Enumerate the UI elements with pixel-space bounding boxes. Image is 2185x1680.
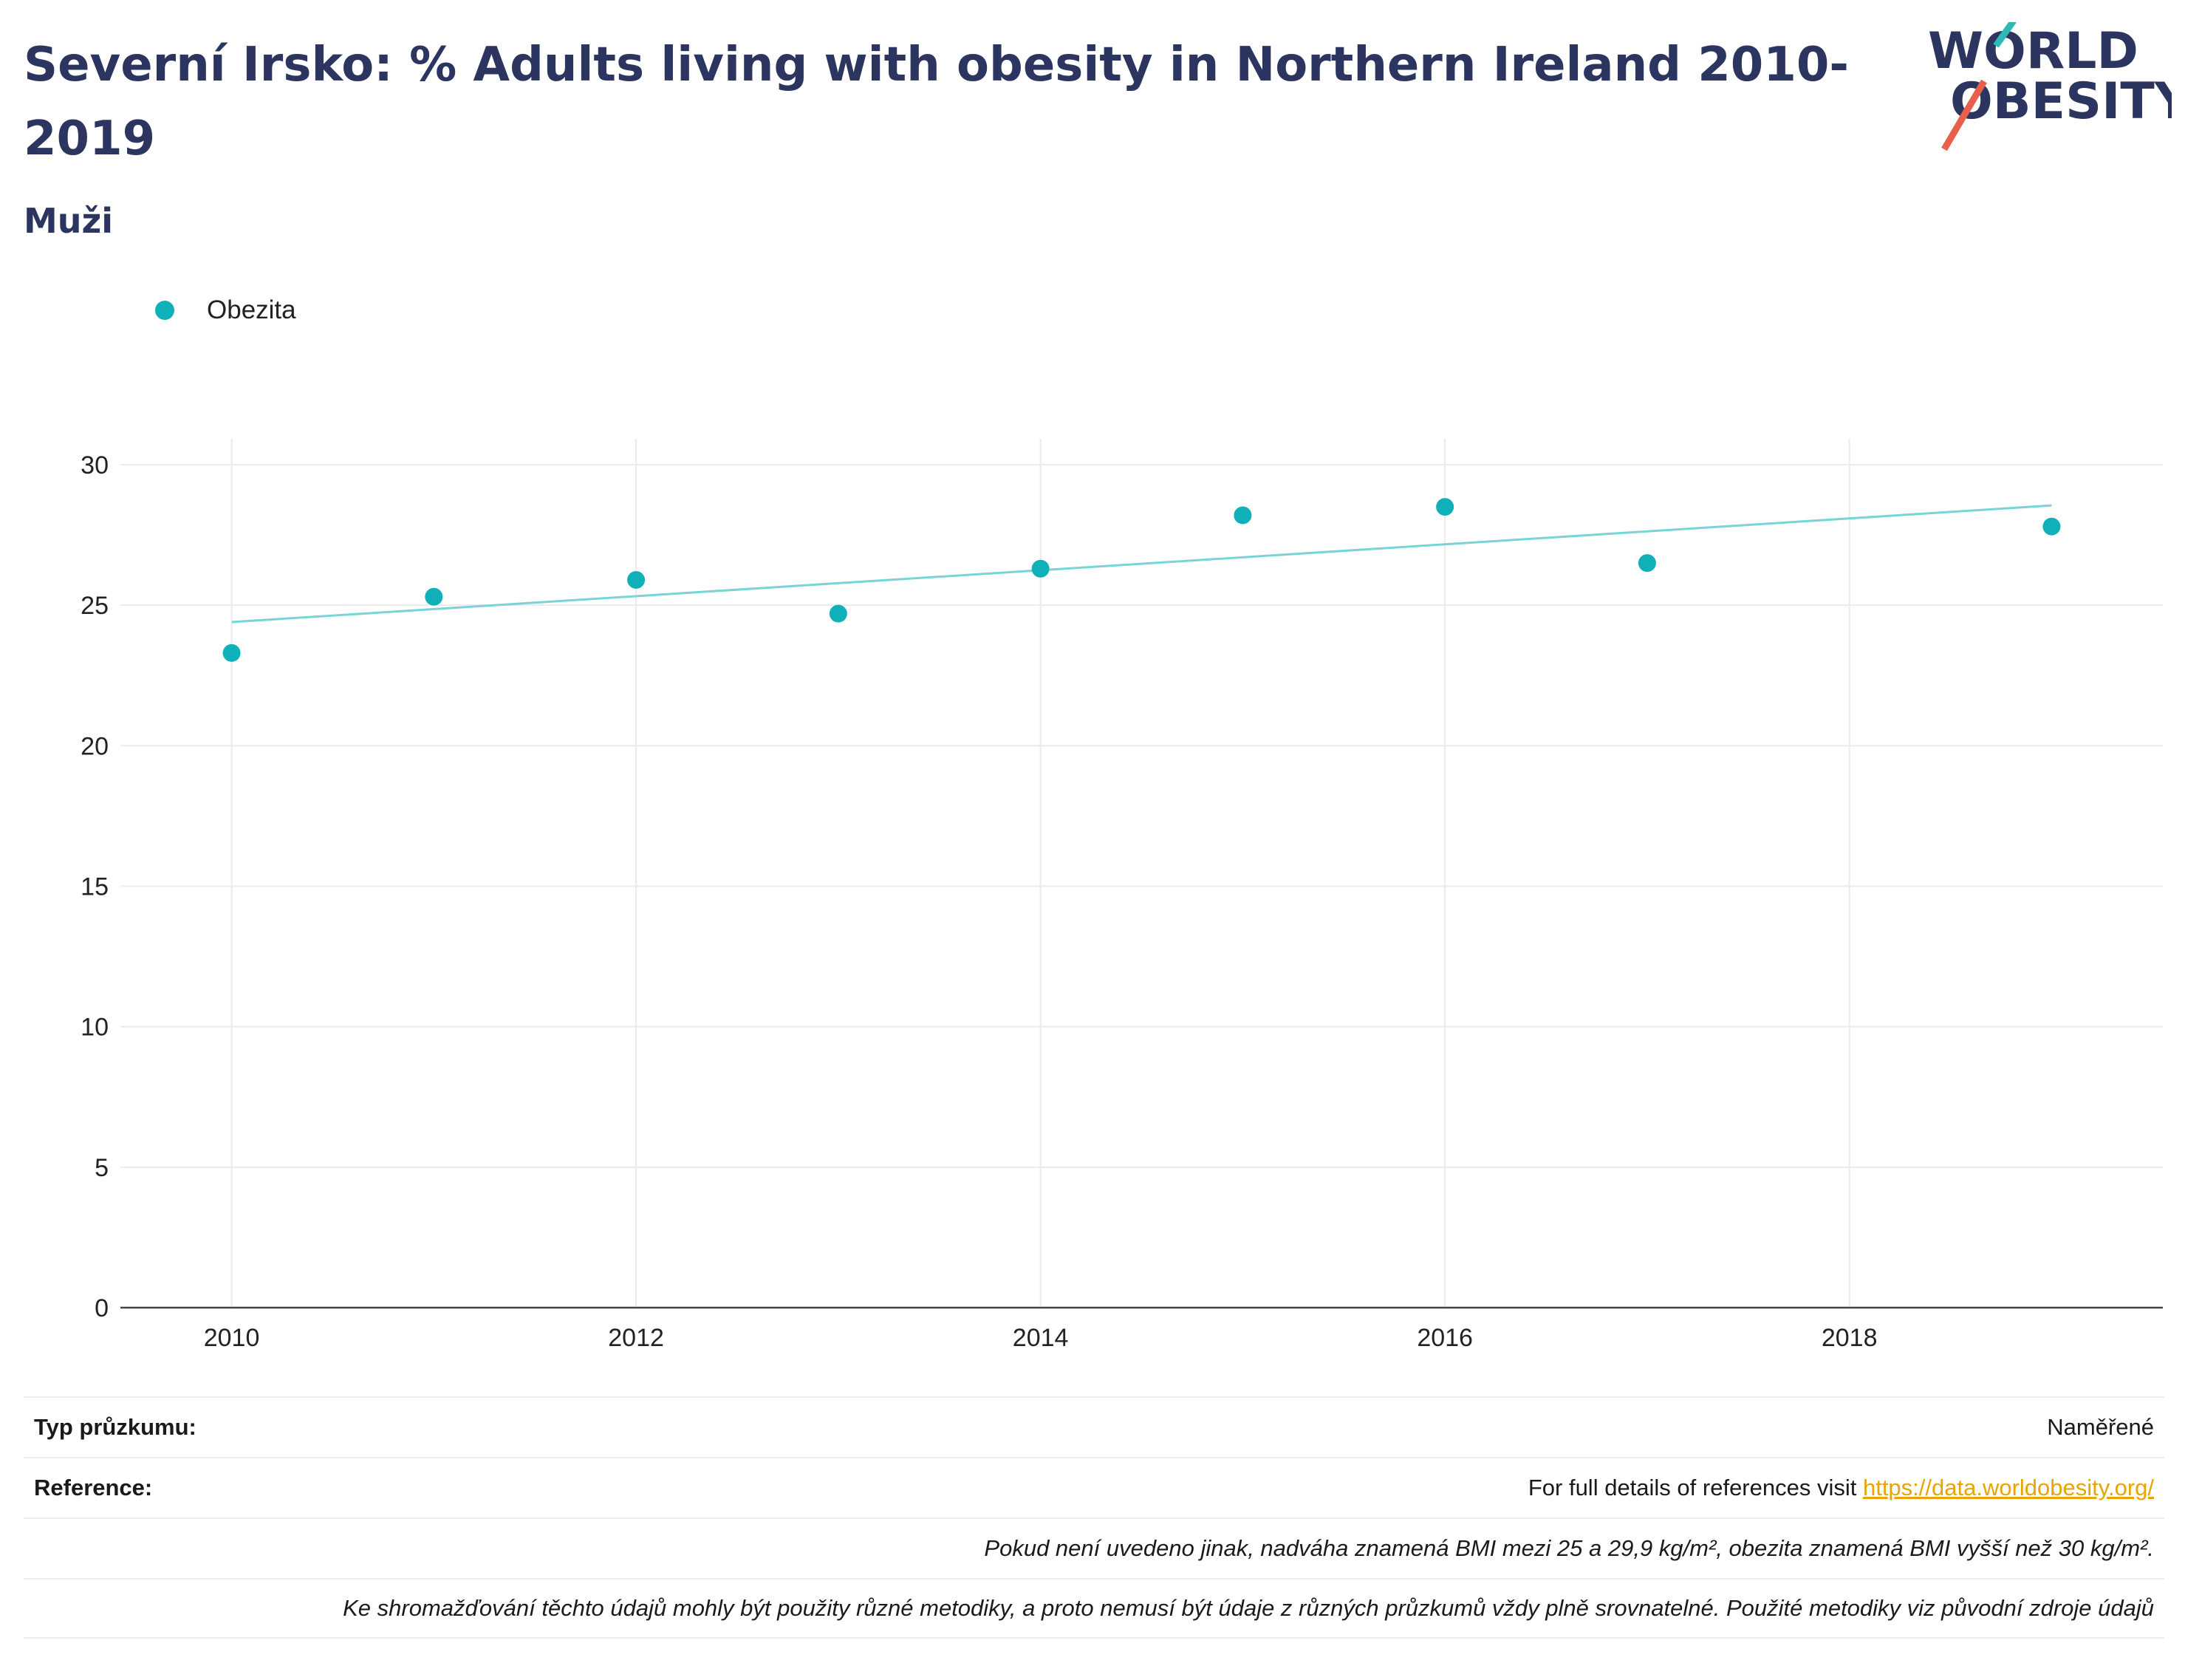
y-tick-label: 25 — [81, 592, 109, 620]
y-tick-label: 5 — [95, 1154, 109, 1182]
chart-legend: Obezita — [155, 296, 296, 325]
survey-type-label: Typ průzkumu: — [34, 1414, 196, 1440]
data-point — [425, 587, 443, 606]
bmi-note: Pokud není uvedeno jinak, nadváha znamen… — [984, 1535, 2154, 1561]
logo-line2: OBESITY — [1950, 72, 2172, 131]
data-point — [2042, 517, 2061, 536]
reference-value: For full details of references visit htt… — [1528, 1475, 2154, 1501]
reference-label: Reference: — [34, 1475, 153, 1500]
scatter-chart: 0 5 10 15 20 25 30 2010 2012 2014 2016 2018 — [81, 439, 2163, 1352]
reference-row: Reference: For full details of reference… — [24, 1457, 2164, 1517]
logo-line1: WORLD — [1928, 22, 2138, 81]
data-point — [1031, 559, 1050, 578]
data-point — [1638, 554, 1656, 573]
y-tick-label: 20 — [81, 732, 109, 760]
page-subtitle: Muži — [24, 201, 114, 241]
logo-slash-coral — [1941, 79, 1987, 151]
page-title: Severní Irsko: % Adults living with obes… — [24, 38, 1849, 166]
world-obesity-logo: WORLD OBESITY — [1928, 22, 2172, 151]
footer-table: Typ průzkumu: Naměřené Reference: For fu… — [24, 1396, 2164, 1639]
data-point — [1234, 506, 1252, 525]
y-tick-label: 0 — [95, 1294, 109, 1322]
data-point — [829, 604, 847, 623]
y-tick-label: 10 — [81, 1014, 109, 1042]
x-tick-label: 2012 — [608, 1324, 664, 1352]
x-tick-label: 2014 — [1013, 1324, 1069, 1352]
note-row-2: Ke shromažďování těchto údajů mohly být … — [24, 1578, 2164, 1639]
y-tick-label: 30 — [81, 451, 109, 479]
survey-type-row: Typ průzkumu: Naměřené — [24, 1396, 2164, 1457]
legend-label: Obezita — [207, 296, 296, 324]
methodology-note: Ke shromažďování těchto údajů mohly být … — [343, 1595, 2154, 1621]
y-tick-label: 15 — [81, 873, 109, 901]
data-point — [222, 643, 241, 662]
trend-line — [231, 504, 2052, 624]
x-tick-label: 2018 — [1822, 1324, 1878, 1352]
data-point — [1436, 498, 1454, 516]
note-row-1: Pokud není uvedeno jinak, nadváha znamen… — [24, 1517, 2164, 1578]
legend-marker — [155, 301, 174, 320]
logo-slash-teal — [1993, 22, 2017, 48]
data-point — [627, 570, 646, 589]
x-tick-label: 2016 — [1417, 1324, 1473, 1352]
survey-type-value: Naměřené — [2047, 1414, 2154, 1440]
reference-text: For full details of references visit — [1528, 1475, 1863, 1500]
reference-link[interactable]: https://data.worldobesity.org/ — [1862, 1475, 2154, 1500]
x-tick-label: 2010 — [204, 1324, 260, 1352]
